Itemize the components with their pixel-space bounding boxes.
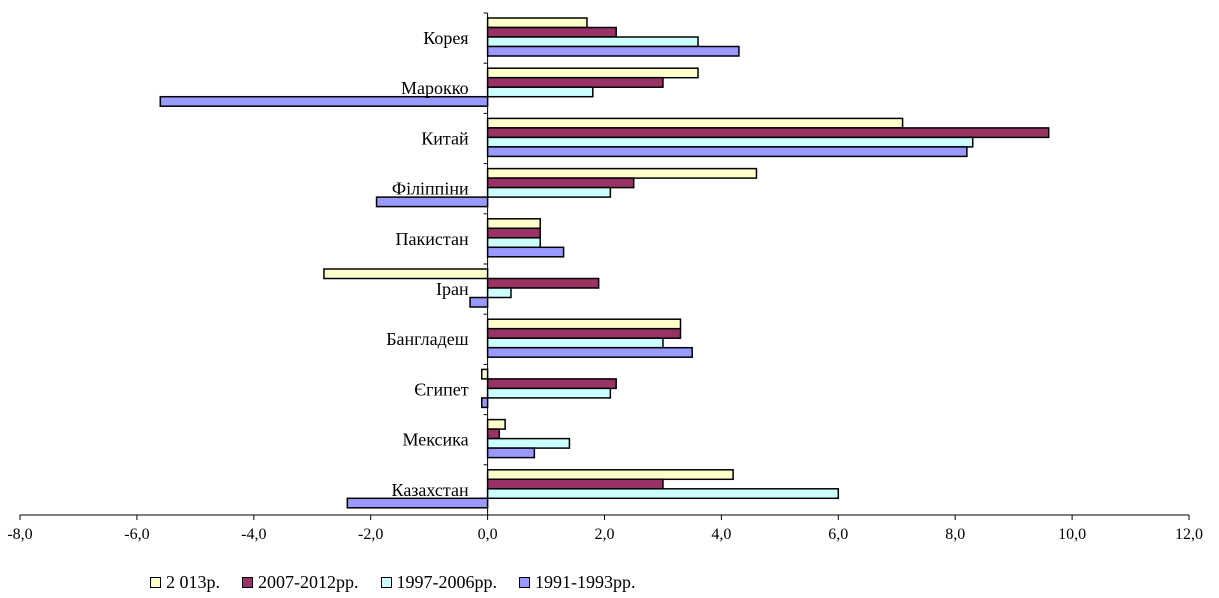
bar-2-3 (486, 146, 968, 158)
category-label: Бангладеш (386, 329, 469, 349)
bar-2-2 (486, 136, 974, 148)
legend-label-2013: 2 013р. (166, 572, 220, 592)
x-tick-label: 12,0 (1175, 526, 1203, 543)
x-tick-label: -6,0 (124, 526, 149, 543)
x-tick-label: -2,0 (358, 526, 383, 543)
bar-2-0 (486, 117, 904, 129)
bar-0-3 (486, 45, 740, 57)
legend-item-1997-2006: 1997-2006рр. (380, 572, 498, 593)
bar-1-2 (486, 86, 594, 98)
bar-5-1 (486, 277, 600, 289)
category-label: Філіппіни (392, 179, 469, 199)
bar-3-0 (486, 167, 758, 179)
category-label: Іран (436, 279, 469, 299)
bar-0-2 (486, 36, 699, 48)
bar-8-2 (486, 437, 571, 449)
legend-item-1991-1993: 1991-1993рр. (519, 572, 636, 593)
x-tick-label: 8,0 (945, 526, 965, 543)
bar-5-0 (323, 268, 489, 280)
bar-6-3 (486, 346, 693, 358)
category-label: Марокко (401, 78, 469, 98)
bar-5-2 (486, 287, 512, 299)
bar-8-1 (486, 428, 501, 440)
bar-5-3 (469, 296, 489, 308)
x-tick-label: -8,0 (7, 526, 32, 543)
bar-3-1 (486, 177, 635, 189)
category-label: Мексика (402, 430, 468, 450)
x-tick-label: 2,0 (595, 526, 615, 543)
bar-4-3 (486, 246, 565, 258)
x-tick-label: 4,0 (711, 526, 731, 543)
bar-1-0 (486, 67, 699, 79)
legend-label-1997-2006: 1997-2006рр. (396, 572, 498, 592)
x-tick-label: -4,0 (241, 526, 266, 543)
bar-4-0 (486, 218, 541, 230)
bar-7-0 (481, 368, 489, 380)
legend: 2 013р. 2007-2012рр. 1997-2006рр. 1991-1… (150, 572, 658, 593)
legend-swatch-2007-2012 (242, 577, 253, 588)
legend-swatch-2013 (150, 577, 161, 588)
bar-7-1 (486, 378, 617, 390)
category-label: Єгипет (414, 379, 469, 399)
bar-0-0 (486, 17, 588, 29)
legend-swatch-1997-2006 (380, 577, 392, 588)
x-tick-label: 10,0 (1058, 526, 1086, 543)
legend-item-2007-2012: 2007-2012рр. (242, 572, 359, 593)
bar-9-0 (486, 469, 734, 481)
bar-2-1 (486, 127, 1050, 139)
category-label: Китай (421, 128, 469, 148)
category-label: Корея (423, 28, 468, 48)
bar-3-2 (486, 186, 612, 198)
bar-6-0 (486, 318, 682, 330)
legend-label-1991-1993: 1991-1993рр. (535, 572, 636, 592)
bar-6-1 (486, 327, 682, 339)
bar-7-2 (486, 387, 612, 399)
bar-8-0 (486, 418, 506, 430)
bar-4-2 (486, 237, 541, 249)
category-label: Пакистан (396, 229, 469, 249)
category-labels: Корея Марокко Китай Філіппіни Пакистан Іран Ба… (386, 28, 469, 500)
bar-4-1 (486, 227, 541, 239)
bar-6-2 (486, 337, 664, 349)
legend-swatch-1991-1993 (519, 577, 530, 588)
legend-item-2013: 2 013р. (150, 572, 220, 593)
bar-9-1 (486, 478, 664, 490)
bar-9-2 (486, 488, 840, 500)
bar-8-3 (486, 447, 536, 459)
bar-7-3 (481, 397, 489, 409)
x-tick-label: 0,0 (478, 526, 498, 543)
bar-0-1 (486, 26, 617, 38)
axis-group: -8,0 -6,0 -4,0 -2,0 0,0 2,0 4,0 6,0 8,0 10,0 12,0 (7, 12, 1203, 543)
x-tick-label: 6,0 (828, 526, 848, 543)
bar-1-1 (486, 76, 664, 88)
legend-label-2007-2012: 2007-2012рр. (258, 572, 359, 592)
bars-group (159, 17, 1050, 509)
category-label: Казахстан (392, 480, 469, 500)
